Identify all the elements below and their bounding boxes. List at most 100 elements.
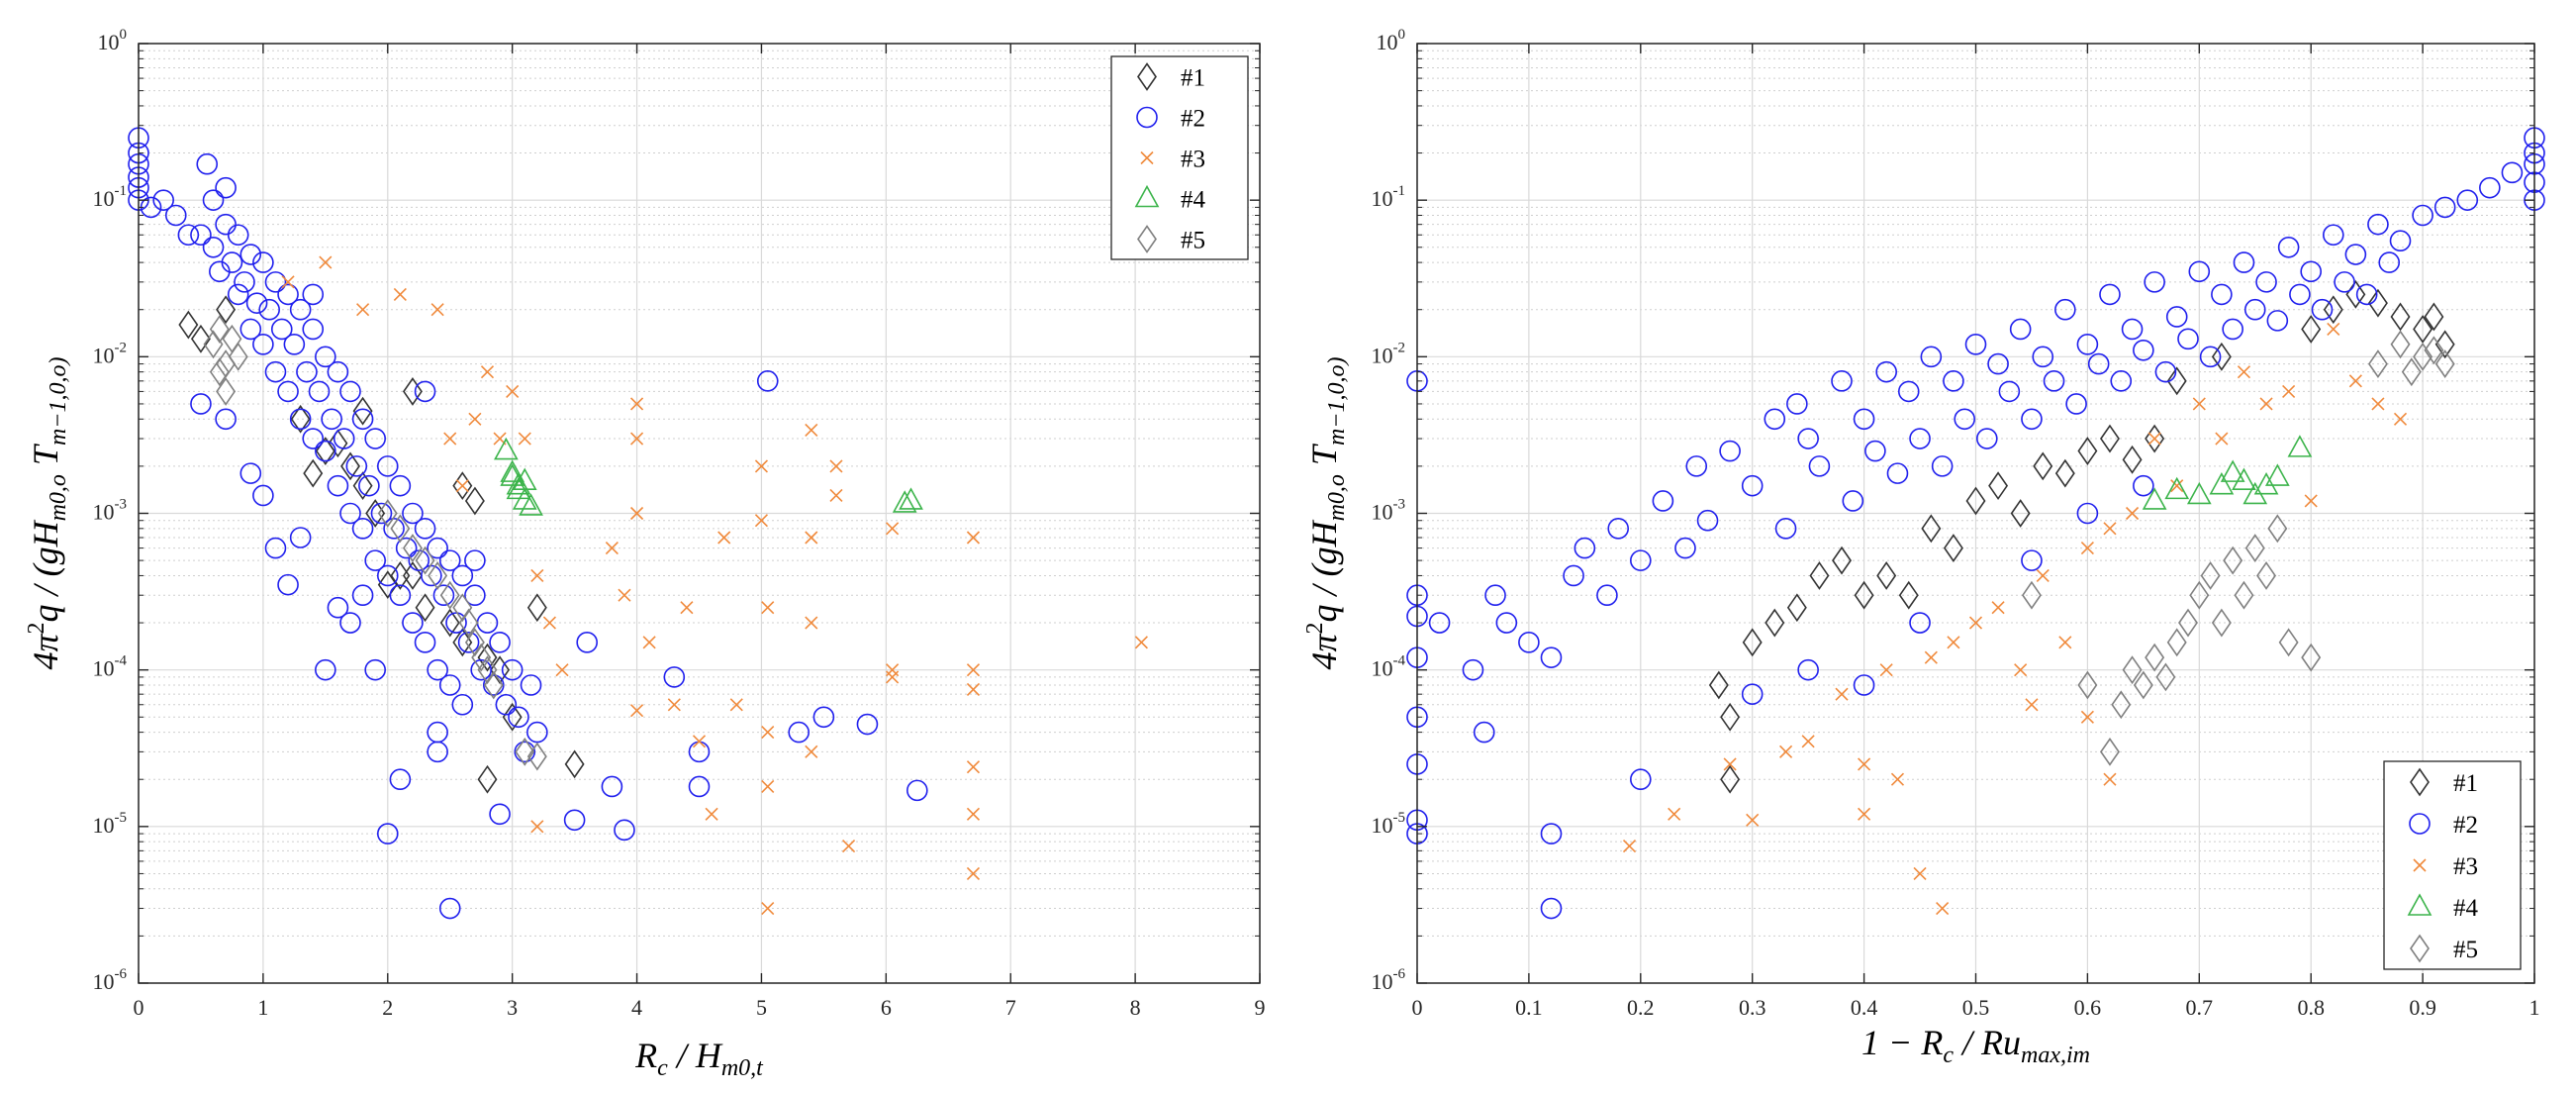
data-point (2166, 366, 2187, 396)
data-point (842, 840, 856, 853)
x-tick-label: 6 (881, 995, 892, 1020)
x-tick-label: 0 (1412, 995, 1423, 1020)
data-point (2264, 463, 2290, 486)
data-point (402, 534, 423, 562)
data-point (555, 663, 569, 677)
x-tick-label: 0.1 (1515, 995, 1543, 1020)
data-point (458, 608, 479, 638)
data-point (1876, 561, 1897, 590)
y-tick-label: 100 (1377, 27, 1406, 54)
data-point (500, 459, 525, 482)
data-point (2080, 542, 2094, 555)
data-point (2036, 568, 2050, 583)
data-point (667, 698, 681, 712)
data-point (2267, 514, 2288, 544)
data-point (2434, 330, 2455, 359)
data-point (2413, 315, 2433, 344)
data-point (1473, 721, 1495, 744)
data-point (1574, 537, 1596, 559)
data-point (1842, 490, 1864, 512)
data-point (389, 768, 412, 791)
data-point (452, 593, 473, 623)
data-point (1622, 840, 1637, 853)
data-point (2367, 213, 2389, 236)
data-point (2103, 522, 2117, 536)
data-point (1909, 612, 1931, 634)
data-point (351, 584, 374, 607)
data-point (1947, 636, 1960, 649)
data-point (2100, 424, 2120, 453)
data-point (2125, 506, 2140, 521)
data-point (302, 283, 325, 306)
data-point (1835, 687, 1849, 701)
data-point (642, 636, 656, 649)
data-point (1921, 514, 1942, 544)
y-tick-label: 10-5 (1372, 810, 1406, 838)
data-point (339, 612, 361, 634)
data-point (339, 502, 361, 525)
data-point (629, 506, 644, 521)
data-point (428, 561, 448, 590)
data-point (966, 663, 981, 677)
legend-label: #2 (2453, 812, 2478, 839)
data-point (333, 428, 355, 449)
y-tick-label: 10-6 (93, 966, 128, 994)
data-point (439, 608, 460, 638)
x-tick-label: 0.9 (2409, 995, 2436, 1020)
data-point (389, 474, 412, 497)
data-point (688, 775, 711, 798)
data-point (542, 616, 556, 630)
data-point (1723, 757, 1737, 771)
data-point (601, 775, 623, 798)
data-point (2043, 370, 2065, 392)
data-point (829, 488, 843, 503)
data-point (415, 593, 435, 623)
data-point (530, 820, 544, 834)
x-tick-label: 1 (2529, 995, 2540, 1020)
data-point (1462, 658, 1484, 681)
data-point (2215, 432, 2229, 446)
data-point (788, 721, 811, 744)
data-point (2390, 330, 2411, 359)
data-point (2289, 283, 2311, 306)
data-point (1630, 549, 1652, 571)
legend-marker (2410, 767, 2430, 797)
data-point (2103, 772, 2117, 786)
data-point (2154, 360, 2177, 383)
data-point (1540, 646, 1563, 668)
data-point (308, 380, 331, 403)
legend-label: #1 (1181, 65, 1205, 92)
data-point (455, 479, 469, 493)
data-point (1696, 509, 1719, 532)
data-point (805, 531, 818, 545)
data-point (1708, 670, 1729, 700)
data-point (377, 499, 398, 528)
data-point (2256, 561, 2277, 590)
data-point (2367, 349, 2388, 378)
y-tick-label: 10-4 (1372, 653, 1406, 681)
data-point (239, 318, 262, 341)
data-point (2199, 346, 2222, 368)
data-point (506, 476, 531, 500)
legend: #1 #2 #3 #4 #5 (2383, 760, 2522, 970)
data-point (277, 573, 299, 596)
data-point (209, 315, 230, 344)
x-tick-label: 4 (631, 995, 642, 1020)
data-point (761, 779, 775, 794)
data-point (1853, 408, 1875, 431)
data-point (805, 745, 818, 758)
data-point (2401, 357, 2422, 387)
data-point (203, 330, 224, 359)
data-point (482, 674, 505, 696)
series-#3 (281, 255, 1148, 916)
data-point (2165, 306, 2188, 328)
data-point (245, 292, 268, 314)
data-point (663, 666, 686, 688)
data-point (216, 295, 237, 325)
data-point (1652, 490, 1674, 512)
data-point (402, 377, 423, 406)
data-point (264, 537, 287, 559)
data-point (2389, 230, 2412, 252)
data-point (443, 432, 457, 446)
data-point (239, 462, 262, 484)
